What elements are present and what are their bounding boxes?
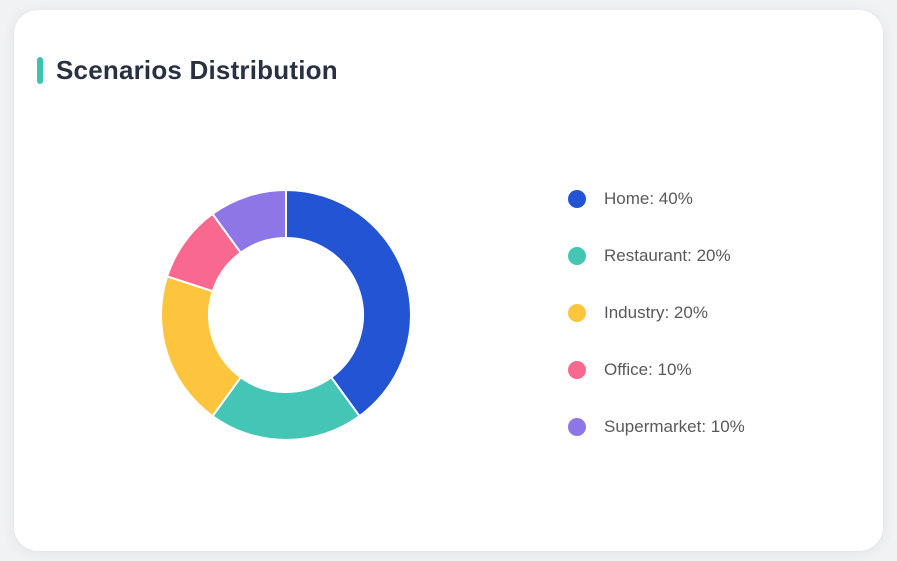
legend-label: Supermarket: 10% bbox=[604, 417, 745, 436]
donut-chart bbox=[146, 175, 426, 455]
donut-chart-svg bbox=[160, 188, 412, 441]
legend-label: Office: 10% bbox=[604, 360, 692, 379]
donut-segment-industry[interactable] bbox=[160, 275, 243, 418]
card-header: Scenarios Distribution bbox=[37, 55, 338, 86]
legend-label: Home: 40% bbox=[604, 189, 693, 208]
legend-color-dot bbox=[568, 304, 586, 322]
legend-color-dot bbox=[568, 418, 586, 436]
legend-label: Restaurant: 20% bbox=[604, 246, 731, 265]
card-title: Scenarios Distribution bbox=[56, 55, 338, 85]
title-accent-bar bbox=[37, 57, 43, 84]
legend-item-restaurant[interactable]: Restaurant: 20% bbox=[568, 245, 745, 267]
scenarios-distribution-card: Scenarios Distribution Home: 40% Restaura… bbox=[14, 10, 883, 551]
legend-label: Industry: 20% bbox=[604, 303, 708, 322]
donut-segment-home[interactable] bbox=[285, 188, 412, 418]
legend-color-dot bbox=[568, 190, 586, 208]
legend-color-dot bbox=[568, 361, 586, 379]
chart-legend: Home: 40% Restaurant: 20% Industry: 20% Off… bbox=[568, 188, 745, 438]
legend-item-industry[interactable]: Industry: 20% bbox=[568, 302, 745, 324]
legend-item-supermarket[interactable]: Supermarket: 10% bbox=[568, 416, 745, 438]
legend-color-dot bbox=[568, 247, 586, 265]
legend-item-office[interactable]: Office: 10% bbox=[568, 359, 745, 381]
donut-segment-supermarket[interactable] bbox=[211, 188, 287, 255]
legend-item-home[interactable]: Home: 40% bbox=[568, 188, 745, 210]
